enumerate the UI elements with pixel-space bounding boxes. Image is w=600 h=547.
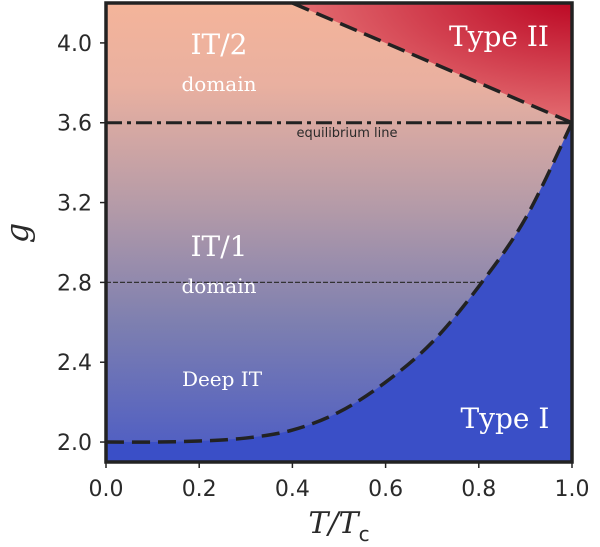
x-axis-title: T/Tc <box>308 506 369 546</box>
y-tick-label: 2.8 <box>57 271 92 296</box>
y-axis-ticks: 2.0 2.4 2.8 3.2 3.6 4.0 <box>57 32 106 456</box>
type-ii-region <box>292 3 572 123</box>
y-tick-label: 2.0 <box>57 431 92 456</box>
x-tick-label: 0.6 <box>368 477 403 502</box>
it1-domain-label: domain <box>181 274 256 298</box>
x-tick-label: 0.0 <box>89 477 124 502</box>
x-axis-title-main: T/T <box>308 506 360 541</box>
deep-it-label: Deep IT <box>182 367 263 391</box>
x-tick-label: 1.0 <box>555 477 590 502</box>
x-tick-label: 0.4 <box>275 477 310 502</box>
x-tick-label: 0.8 <box>461 477 496 502</box>
type-i-region <box>106 122 572 462</box>
x-axis-title-subscript: c <box>359 522 370 546</box>
y-tick-label: 4.0 <box>57 32 92 57</box>
y-tick-label: 2.4 <box>57 351 92 376</box>
it2-label: IT/2 <box>191 28 248 61</box>
it1-label: IT/1 <box>191 230 248 263</box>
equilibrium-line-label: equilibrium line <box>296 126 397 141</box>
y-axis-title: g <box>0 223 36 243</box>
y-tick-label: 3.6 <box>57 112 92 137</box>
x-axis-ticks: 0.0 0.2 0.4 0.6 0.8 1.0 <box>89 462 590 502</box>
plot-frame <box>104 1 574 464</box>
type-ii-label: Type II <box>449 20 549 53</box>
type-i-boundary-curve <box>106 121 572 444</box>
y-tick-label: 3.2 <box>57 192 92 217</box>
x-tick-label: 0.2 <box>182 477 217 502</box>
it2-domain-label: domain <box>181 72 256 96</box>
type-i-label: Type I <box>461 402 550 435</box>
